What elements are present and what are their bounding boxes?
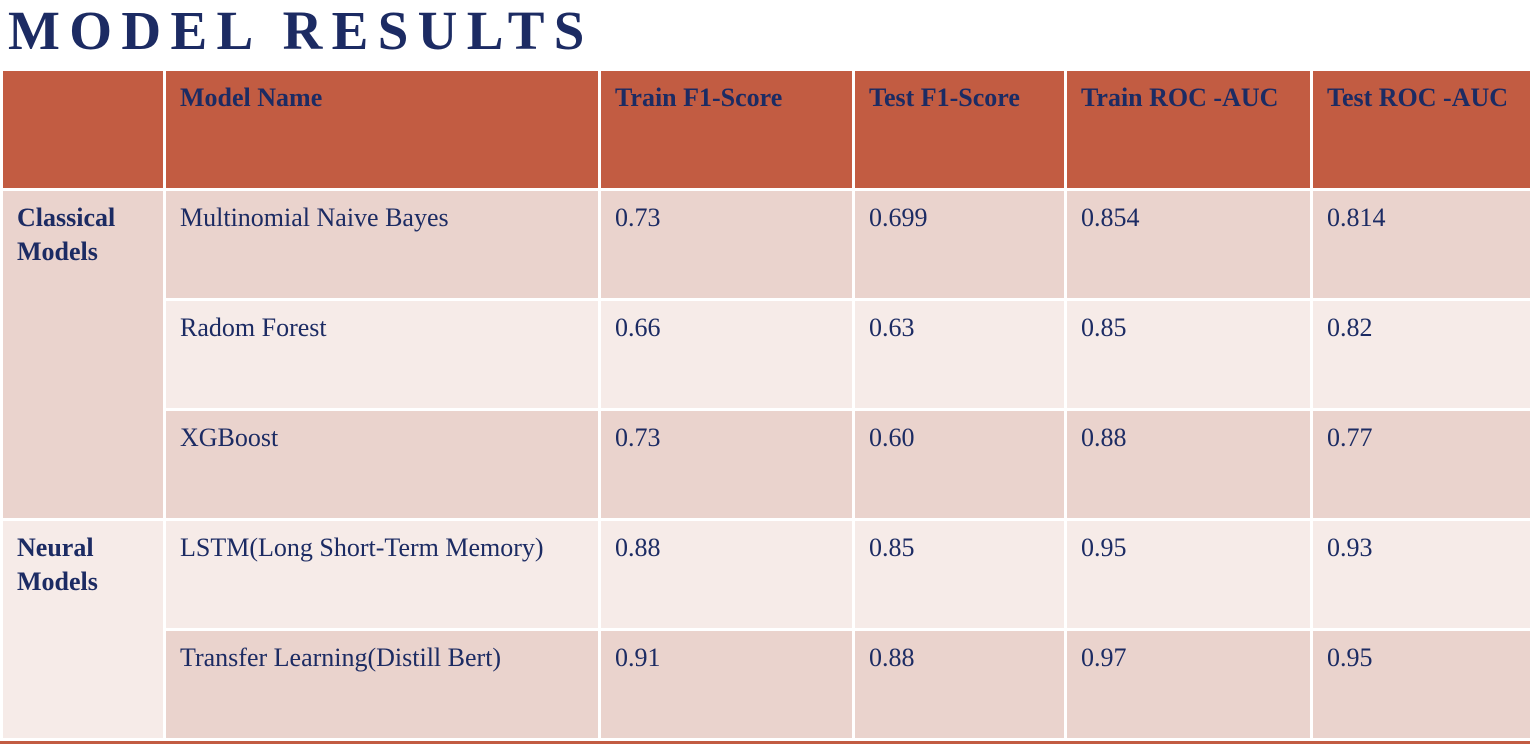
table-row: Transfer Learning(Distill Bert) 0.91 0.8… bbox=[2, 628, 1530, 741]
col-header-test-roc-auc: Test ROC -AUC bbox=[1310, 68, 1530, 191]
table-bottom-border bbox=[0, 741, 1530, 744]
cell-train-roc-auc: 0.97 bbox=[1064, 628, 1313, 741]
cell-model-name: Transfer Learning(Distill Bert) bbox=[163, 628, 601, 741]
cell-test-f1: 0.63 bbox=[852, 298, 1067, 411]
cell-test-f1: 0.699 bbox=[852, 188, 1067, 301]
cell-train-f1: 0.91 bbox=[598, 628, 855, 741]
cell-train-f1: 0.73 bbox=[598, 408, 855, 521]
cell-test-f1: 0.85 bbox=[852, 518, 1067, 631]
table-row: Neural Models LSTM(Long Short-Term Memor… bbox=[0, 518, 1530, 741]
col-header-test-f1: Test F1-Score bbox=[852, 68, 1067, 191]
cell-test-roc-auc: 0.95 bbox=[1310, 628, 1530, 741]
cell-train-roc-auc: 0.854 bbox=[1064, 188, 1313, 301]
row-group-classical-models: Classical Models bbox=[0, 188, 166, 521]
cell-train-roc-auc: 0.88 bbox=[1064, 408, 1313, 521]
header-row: Model Name Train F1-Score Test F1-Score … bbox=[0, 68, 1530, 191]
table-row: Classical Models Multinomial Naive Bayes… bbox=[0, 188, 1530, 521]
cell-test-roc-auc: 0.814 bbox=[1310, 188, 1530, 301]
cell-test-roc-auc: 0.77 bbox=[1310, 408, 1530, 521]
cell-test-f1: 0.60 bbox=[852, 408, 1067, 521]
cell-train-f1: 0.66 bbox=[598, 298, 855, 411]
cell-model-name: XGBoost bbox=[163, 408, 601, 521]
page-title: MODEL RESULTS bbox=[8, 0, 594, 61]
cell-test-roc-auc: 0.93 bbox=[1310, 518, 1530, 631]
model-results-table: Model Name Train F1-Score Test F1-Score … bbox=[0, 68, 1530, 741]
col-header-group-empty bbox=[0, 68, 166, 191]
cell-test-f1: 0.88 bbox=[852, 628, 1067, 741]
cell-train-roc-auc: 0.95 bbox=[1064, 518, 1313, 631]
cell-train-f1: 0.73 bbox=[598, 188, 855, 301]
col-header-model-name: Model Name bbox=[163, 68, 601, 191]
table-row: Radom Forest 0.66 0.63 0.85 0.82 bbox=[2, 298, 1530, 411]
cell-model-name: Multinomial Naive Bayes bbox=[163, 188, 601, 301]
row-group-neural-models: Neural Models bbox=[0, 518, 166, 741]
cell-train-roc-auc: 0.85 bbox=[1064, 298, 1313, 411]
table-row: XGBoost 0.73 0.60 0.88 0.77 bbox=[2, 408, 1530, 521]
cell-test-roc-auc: 0.82 bbox=[1310, 298, 1530, 411]
cell-model-name: LSTM(Long Short-Term Memory) bbox=[163, 518, 601, 631]
col-header-train-roc-auc: Train ROC -AUC bbox=[1064, 68, 1313, 191]
cell-train-f1: 0.88 bbox=[598, 518, 855, 631]
col-header-train-f1: Train F1-Score bbox=[598, 68, 855, 191]
cell-model-name: Radom Forest bbox=[163, 298, 601, 411]
